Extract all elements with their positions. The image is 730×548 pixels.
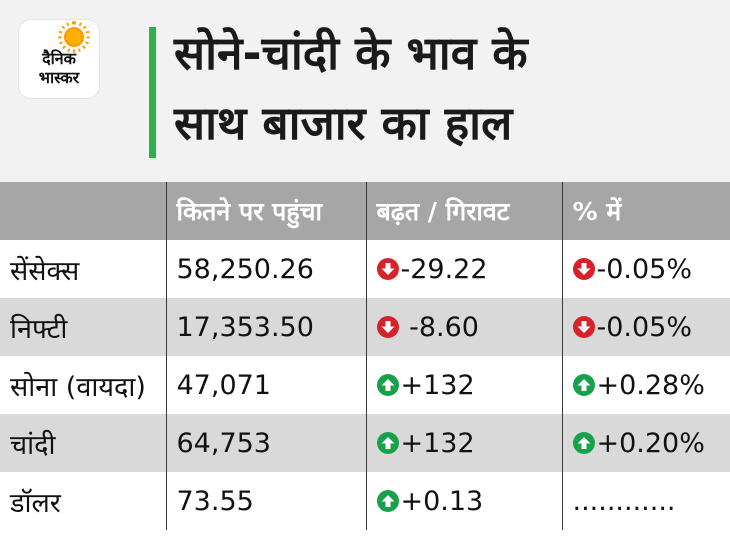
- row-value: 73.55: [165, 472, 366, 530]
- column-header-value: कितने पर पहुंचा: [165, 182, 366, 240]
- row-name: डॉलर: [10, 487, 61, 519]
- row-change: +132: [400, 369, 475, 401]
- row-change: -8.60: [400, 311, 479, 343]
- arrow-down-icon: [376, 316, 399, 338]
- row-change: +132: [400, 427, 475, 459]
- table-row: सोना (वायदा) 47,071 +132 +0.28%: [0, 356, 730, 414]
- arrow-up-icon: [572, 374, 595, 396]
- arrow-up-icon: [376, 374, 399, 396]
- row-change-cell: +0.13: [365, 472, 562, 530]
- accent-bar: [149, 27, 156, 158]
- row-percent-cell: +0.28%: [561, 356, 730, 414]
- row-percent: +0.28%: [596, 369, 705, 401]
- table-header-row: कितने पर पहुंचा बढ़त / गिरावट % में: [0, 182, 730, 240]
- table-row: चांदी 64,753 +132 +0.20%: [0, 414, 730, 472]
- row-percent: +0.20%: [596, 427, 705, 459]
- row-percent: -0.05%: [596, 311, 693, 343]
- row-change-cell: -29.22: [365, 240, 562, 298]
- page-title: सोने-चांदी के भाव के साथ बाजार का हाल: [174, 18, 714, 158]
- row-name: चांदी: [10, 429, 56, 461]
- row-change: +0.13: [400, 485, 484, 517]
- row-name: सोना (वायदा): [10, 371, 146, 403]
- arrow-down-icon: [572, 316, 595, 338]
- column-header-percent: % में: [561, 182, 730, 240]
- row-value: 17,353.50: [165, 298, 366, 356]
- table-row: निफ्टी 17,353.50 -8.60 -0.05%: [0, 298, 730, 356]
- arrow-up-icon: [376, 490, 399, 512]
- row-name: सेंसेक्स: [10, 255, 80, 287]
- arrow-down-icon: [572, 258, 595, 280]
- table-row: डॉलर 73.55 +0.13............: [0, 472, 730, 530]
- row-change-cell: +132: [365, 356, 562, 414]
- header: दैनिक भास्कर सोने-चांदी के भाव के साथ बा…: [0, 0, 730, 182]
- table-row: सेंसेक्स 58,250.26 -29.22 -0.05%: [0, 240, 730, 298]
- logo-text-line1: दैनिक: [42, 49, 76, 68]
- arrow-up-icon: [572, 432, 595, 454]
- row-value: 64,753: [165, 414, 366, 472]
- row-percent-cell: -0.05%: [561, 240, 730, 298]
- row-percent-cell: -0.05%: [561, 298, 730, 356]
- row-change-cell: +132: [365, 414, 562, 472]
- row-name: निफ्टी: [10, 313, 68, 345]
- arrow-down-icon: [376, 258, 399, 280]
- title-line2: साथ बाजार का हाल: [174, 96, 513, 150]
- dainik-bhaskar-logo: दैनिक भास्कर: [19, 20, 99, 98]
- row-percent-cell: +0.20%: [561, 414, 730, 472]
- column-header-item: [0, 182, 166, 240]
- row-value: 58,250.26: [165, 240, 366, 298]
- row-percent-cell: ............: [561, 472, 730, 530]
- row-value: 47,071: [165, 356, 366, 414]
- market-table: कितने पर पहुंचा बढ़त / गिरावट % में सेंस…: [0, 182, 730, 530]
- row-percent: -0.05%: [596, 253, 693, 285]
- row-change: -29.22: [400, 253, 488, 285]
- sun-icon: [64, 27, 84, 47]
- column-header-change: बढ़त / गिरावट: [365, 182, 562, 240]
- logo-text-line2: भास्कर: [38, 68, 80, 87]
- row-change-cell: -8.60: [365, 298, 562, 356]
- arrow-up-icon: [376, 432, 399, 454]
- row-percent: ............: [572, 485, 676, 517]
- title-line1: सोने-चांदी के भाव के: [174, 26, 528, 80]
